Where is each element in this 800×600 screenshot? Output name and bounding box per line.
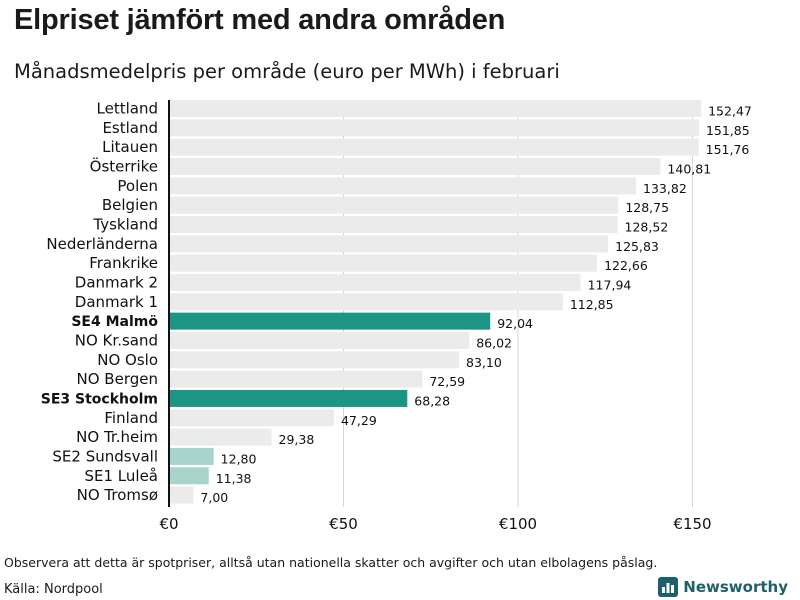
bar xyxy=(169,254,598,272)
category-label: Nederländerna xyxy=(46,235,158,253)
data-label: 152,47 xyxy=(708,104,752,119)
data-label: 125,83 xyxy=(615,239,659,254)
data-label: 151,76 xyxy=(706,142,750,157)
category-label: Danmark 1 xyxy=(75,293,158,311)
category-label: Danmark 2 xyxy=(75,273,158,291)
category-label: Lettland xyxy=(97,100,158,118)
bar xyxy=(169,273,581,291)
category-label: SE1 Luleå xyxy=(85,467,159,485)
bar xyxy=(169,177,637,195)
category-label: Tyskland xyxy=(92,215,158,233)
data-label: 92,04 xyxy=(497,316,533,331)
data-label: 128,75 xyxy=(625,200,669,215)
brand-name: Newsworthy xyxy=(683,578,788,596)
x-tick-label: €50 xyxy=(329,515,358,533)
bar xyxy=(169,428,272,446)
bar xyxy=(169,138,699,156)
x-tick-label: €100 xyxy=(499,515,537,533)
data-label: 11,38 xyxy=(216,471,252,486)
data-label: 12,80 xyxy=(221,451,257,466)
category-label: Frankrike xyxy=(89,254,158,272)
data-label: 117,94 xyxy=(588,277,632,292)
bar xyxy=(169,100,702,117)
bar xyxy=(169,119,699,137)
data-label: 151,85 xyxy=(706,123,750,138)
category-label: NO Kr.sand xyxy=(75,331,158,349)
footnote: Observera att detta är spotpriser, allts… xyxy=(4,555,658,570)
bars: 152,47 151,85 151,76 140,81 133,82 128,75 128,… xyxy=(169,100,752,505)
bar-chart: 152,47 151,85 151,76 140,81 133,82 128,75 128,… xyxy=(41,100,752,534)
category-label: SE3 Stockholm xyxy=(41,391,158,407)
category-label: Österrike xyxy=(90,156,158,175)
data-label: 133,82 xyxy=(643,181,687,196)
bar xyxy=(169,331,470,349)
data-label: 83,10 xyxy=(466,355,502,370)
chart-subtitle: Månadsmedelpris per område (euro per MWh… xyxy=(14,60,560,83)
data-label: 72,59 xyxy=(429,374,465,389)
bar xyxy=(169,409,335,427)
category-label: NO Bergen xyxy=(77,370,158,388)
data-label: 112,85 xyxy=(570,297,614,312)
chart-title: Elpriset jämfört med andra områden xyxy=(14,4,506,36)
bar xyxy=(169,447,214,465)
data-label: 140,81 xyxy=(667,161,711,176)
bar xyxy=(169,467,209,485)
category-label: NO Tr.heim xyxy=(76,428,158,446)
bar xyxy=(169,312,491,330)
bar xyxy=(169,351,460,369)
data-label: 47,29 xyxy=(341,413,377,428)
bar xyxy=(169,370,423,388)
bar xyxy=(169,235,609,253)
x-tick-label: €0 xyxy=(159,515,178,533)
category-label: SE2 Sundsvall xyxy=(52,447,158,465)
bar xyxy=(169,157,661,175)
category-label: NO Tromsø xyxy=(77,486,158,504)
bar xyxy=(169,293,563,311)
category-label: Estland xyxy=(102,119,158,137)
brand-logo: Newsworthy xyxy=(658,577,788,597)
category-label: SE4 Malmö xyxy=(71,314,158,330)
bar xyxy=(169,389,408,407)
bar xyxy=(169,486,194,504)
bar-chart-icon xyxy=(658,577,679,597)
data-label: 29,38 xyxy=(279,432,315,447)
data-label: 7,00 xyxy=(200,490,228,505)
category-label: Finland xyxy=(104,409,158,427)
bar xyxy=(169,215,618,233)
data-label: 86,02 xyxy=(476,335,512,350)
axis: €0 €50 €100 €150 LettlandEstlandLitauenÖster… xyxy=(41,100,712,534)
category-label: Belgien xyxy=(102,196,158,214)
category-label: Litauen xyxy=(102,138,158,156)
bar xyxy=(169,196,619,214)
category-label: NO Oslo xyxy=(97,351,158,369)
x-tick-label: €150 xyxy=(673,515,711,533)
data-label: 122,66 xyxy=(604,258,648,273)
data-label: 68,28 xyxy=(414,393,450,408)
data-label: 128,52 xyxy=(625,219,669,234)
source-label: Källa: Nordpool xyxy=(4,582,103,597)
category-label: Polen xyxy=(117,177,158,195)
